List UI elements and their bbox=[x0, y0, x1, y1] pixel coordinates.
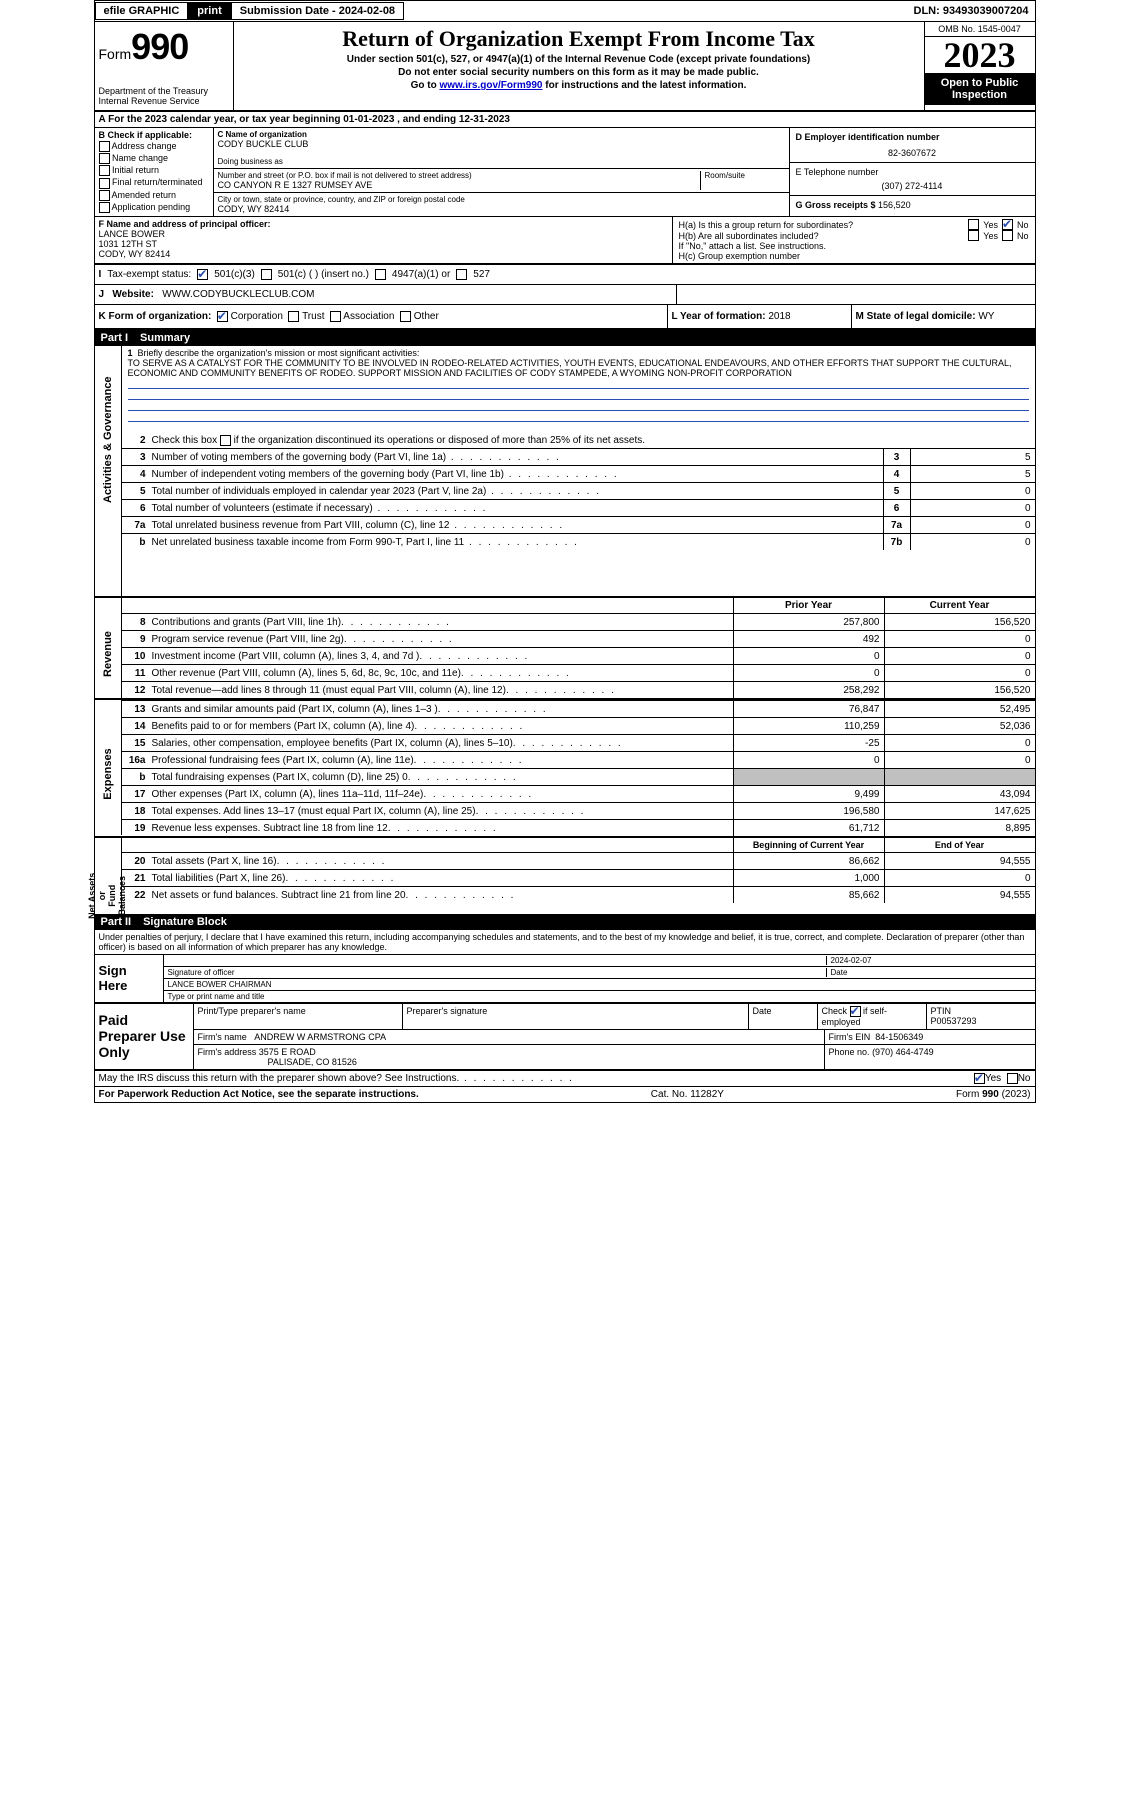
form-number: Form990 bbox=[99, 26, 229, 68]
submission-date: Submission Date - 2024-02-08 bbox=[231, 2, 404, 20]
summary-row: 7aTotal unrelated business revenue from … bbox=[122, 516, 1035, 533]
vtab-governance: Activities & Governance bbox=[95, 346, 122, 596]
fin-row: 10Investment income (Part VIII, column (… bbox=[122, 647, 1035, 664]
row-fh: F Name and address of principal officer:… bbox=[95, 217, 1035, 264]
ein-block: D Employer identification number 82-3607… bbox=[790, 128, 1035, 163]
print-button[interactable]: print bbox=[188, 2, 230, 20]
part1-header: Part I Summary bbox=[95, 330, 1035, 346]
col-cde: C Name of organization CODY BUCKLE CLUB … bbox=[214, 128, 790, 216]
check-initial: Initial return bbox=[99, 165, 209, 176]
check-application: Application pending bbox=[99, 202, 209, 213]
principal-officer: F Name and address of principal officer:… bbox=[95, 217, 673, 263]
vtab-net-assets: Net Assets or Fund Balances bbox=[95, 838, 122, 914]
gross-block: G Gross receipts $ 156,520 bbox=[790, 196, 1035, 214]
fin-row: 19Revenue less expenses. Subtract line 1… bbox=[122, 819, 1035, 836]
fin-row: 14Benefits paid to or for members (Part … bbox=[122, 717, 1035, 734]
open-public: Open to Public Inspection bbox=[925, 73, 1035, 105]
h-block: H(a) Is this a group return for subordin… bbox=[673, 217, 1035, 263]
discuss-row: May the IRS discuss this return with the… bbox=[95, 1071, 1035, 1087]
check-final: Final return/terminated bbox=[99, 177, 209, 188]
fin-row: 20Total assets (Part X, line 16)86,66294… bbox=[122, 852, 1035, 869]
fin-row: 9Program service revenue (Part VIII, lin… bbox=[122, 630, 1035, 647]
summary-row: 5Total number of individuals employed in… bbox=[122, 482, 1035, 499]
check-amended: Amended return bbox=[99, 190, 209, 201]
summary-row: 3Number of voting members of the governi… bbox=[122, 448, 1035, 465]
row-j-website: J Website: WWW.CODYBUCKLECLUB.COM bbox=[95, 285, 1035, 305]
fin-row: 18Total expenses. Add lines 13–17 (must … bbox=[122, 802, 1035, 819]
header-sub3: Go to www.irs.gov/Form990 for instructio… bbox=[240, 80, 918, 91]
header: Form990 Department of the Treasury Inter… bbox=[95, 22, 1035, 112]
header-sub2: Do not enter social security numbers on … bbox=[240, 67, 918, 78]
org-addr-block: Number and street (or P.O. box if mail i… bbox=[214, 169, 789, 193]
col-right: D Employer identification number 82-3607… bbox=[790, 128, 1035, 216]
form-container: efile GRAPHIC print Submission Date - 20… bbox=[94, 0, 1036, 1103]
phone-block: E Telephone number (307) 272-4114 bbox=[790, 163, 1035, 196]
fin-row: 11Other revenue (Part VIII, column (A), … bbox=[122, 664, 1035, 681]
row-a-taxyear: A For the 2023 calendar year, or tax yea… bbox=[95, 112, 1035, 128]
vtab-expenses: Expenses bbox=[95, 700, 122, 835]
efile-label: efile GRAPHIC bbox=[95, 2, 189, 20]
fin-row: 8Contributions and grants (Part VIII, li… bbox=[122, 613, 1035, 630]
summary-row: 6Total number of volunteers (estimate if… bbox=[122, 499, 1035, 516]
mission-block: 1 Briefly describe the organization's mi… bbox=[122, 346, 1035, 424]
summary-row: bNet unrelated business taxable income f… bbox=[122, 533, 1035, 550]
fin-row: 21Total liabilities (Part X, line 26)1,0… bbox=[122, 869, 1035, 886]
line-2: 2 Check this box if the organization dis… bbox=[122, 424, 1035, 448]
fin-row: bTotal fundraising expenses (Part IX, co… bbox=[122, 768, 1035, 785]
part2-header: Part II Signature Block bbox=[95, 914, 1035, 930]
check-address: Address change bbox=[99, 141, 209, 152]
fin-row: 13Grants and similar amounts paid (Part … bbox=[122, 700, 1035, 717]
fin-header-net: Beginning of Current Year End of Year bbox=[122, 838, 1035, 852]
org-name-block: C Name of organization CODY BUCKLE CLUB … bbox=[214, 128, 789, 169]
tax-year: 2023 bbox=[925, 37, 1035, 73]
header-right: OMB No. 1545-0047 2023 Open to Public In… bbox=[924, 22, 1035, 110]
fin-header-rev: Prior Year Current Year bbox=[122, 598, 1035, 613]
header-left: Form990 Department of the Treasury Inter… bbox=[95, 22, 234, 110]
row-k: K Form of organization: Corporation Trus… bbox=[95, 305, 1035, 330]
dln: DLN: 93493039007204 bbox=[914, 5, 1035, 17]
org-city-block: City or town, state or province, country… bbox=[214, 193, 789, 216]
form-title: Return of Organization Exempt From Incom… bbox=[240, 26, 918, 52]
fin-row: 15Salaries, other compensation, employee… bbox=[122, 734, 1035, 751]
check-name: Name change bbox=[99, 153, 209, 164]
instructions-link[interactable]: www.irs.gov/Form990 bbox=[439, 80, 542, 91]
fin-row: 17Other expenses (Part IX, column (A), l… bbox=[122, 785, 1035, 802]
sign-here-row: Sign Here 2024-02-07 Signature of office… bbox=[95, 954, 1035, 1002]
section-bcdeg: B Check if applicable: Address change Na… bbox=[95, 128, 1035, 217]
row-i-tax-status: I Tax-exempt status: 501(c)(3) 501(c) ( … bbox=[95, 264, 1035, 285]
header-sub1: Under section 501(c), 527, or 4947(a)(1)… bbox=[240, 54, 918, 65]
vtab-revenue: Revenue bbox=[95, 598, 122, 698]
summary-row: 4Number of independent voting members of… bbox=[122, 465, 1035, 482]
col-b-checks: B Check if applicable: Address change Na… bbox=[95, 128, 214, 216]
part1-body: Activities & Governance 1 Briefly descri… bbox=[95, 346, 1035, 914]
fin-row: 22Net assets or fund balances. Subtract … bbox=[122, 886, 1035, 903]
fin-row: 16aProfessional fundraising fees (Part I… bbox=[122, 751, 1035, 768]
paid-preparer-row: Paid Preparer Use Only Print/Type prepar… bbox=[95, 1002, 1035, 1071]
pra-footer: For Paperwork Reduction Act Notice, see … bbox=[95, 1087, 1035, 1102]
dept-treasury: Department of the Treasury Internal Reve… bbox=[99, 86, 229, 106]
fin-row: 12Total revenue—add lines 8 through 11 (… bbox=[122, 681, 1035, 698]
header-center: Return of Organization Exempt From Incom… bbox=[234, 22, 924, 110]
signature-declaration: Under penalties of perjury, I declare th… bbox=[95, 930, 1035, 954]
topbar: efile GRAPHIC print Submission Date - 20… bbox=[95, 1, 1035, 22]
